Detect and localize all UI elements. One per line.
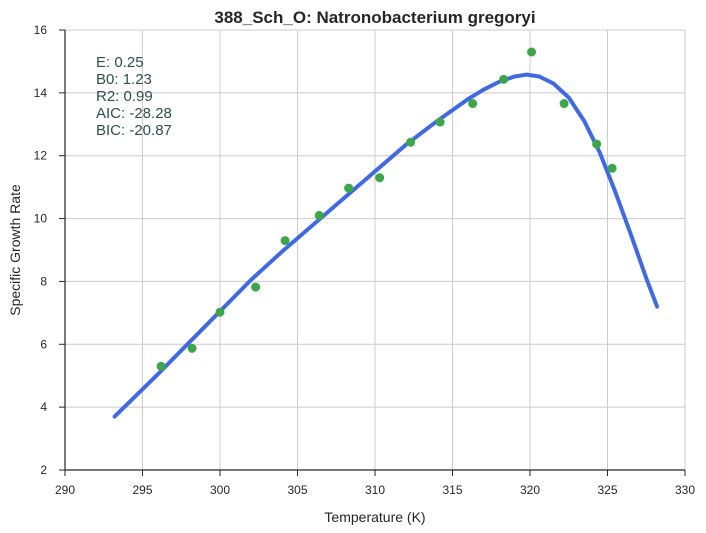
fit-stat: R2: 0.99	[96, 88, 153, 105]
data-point	[280, 236, 290, 246]
x-tick-label: 330	[675, 483, 695, 497]
y-tick-label: 10	[34, 212, 48, 226]
fit-stat-label: E:	[96, 54, 114, 71]
fit-stat-label: B0:	[96, 71, 123, 88]
fit-stat: E: 0.25	[96, 54, 144, 71]
data-point	[406, 137, 416, 147]
fit-stat-value: 1.23	[123, 71, 152, 88]
y-tick-label: 4	[40, 400, 47, 414]
x-tick-label: 305	[287, 483, 307, 497]
x-axis-label: Temperature (K)	[324, 509, 425, 525]
x-tick-label: 300	[210, 483, 230, 497]
chart-title: 388_Sch_O: Natronobacterium gregoryi	[214, 8, 535, 27]
x-tick-label: 315	[442, 483, 462, 497]
fit-stat: AIC: -28.28	[96, 105, 172, 122]
data-point	[527, 47, 537, 57]
data-point	[375, 173, 385, 183]
fit-stat-value: -20.87	[129, 122, 172, 139]
fit-stat-value: 0.99	[124, 88, 153, 105]
fit-stat-value: -28.28	[129, 105, 172, 122]
y-tick-label: 12	[34, 149, 48, 163]
fit-stat: BIC: -20.87	[96, 122, 172, 139]
data-point	[559, 99, 569, 109]
data-point	[215, 307, 225, 317]
data-point	[344, 183, 354, 193]
fit-stat-label: AIC:	[96, 105, 129, 122]
y-axis-label: Specific Growth Rate	[7, 184, 23, 316]
data-point	[499, 74, 509, 84]
data-point	[251, 282, 261, 292]
data-point	[435, 117, 445, 127]
fit-stat-value: 0.25	[114, 54, 143, 71]
data-point	[187, 343, 197, 353]
y-tick-label: 8	[40, 274, 47, 288]
data-point	[607, 163, 617, 173]
data-point	[592, 139, 602, 149]
data-point	[156, 361, 166, 371]
grid-layer	[65, 29, 686, 470]
data-point	[314, 210, 324, 220]
y-tick-label: 2	[40, 463, 47, 477]
fit-stat-label: BIC:	[96, 122, 129, 139]
series-layer	[112, 47, 660, 419]
x-tick-label: 325	[597, 483, 617, 497]
y-tick-label: 16	[34, 23, 48, 37]
data-point	[468, 99, 478, 109]
x-tick-label: 320	[520, 483, 540, 497]
fit-curve	[112, 72, 660, 419]
x-tick-label: 290	[55, 483, 75, 497]
fit-stat-label: R2:	[96, 88, 124, 105]
x-tick-label: 310	[365, 483, 385, 497]
y-tick-label: 6	[40, 337, 47, 351]
x-tick-label: 295	[132, 483, 152, 497]
y-tick-label: 14	[34, 86, 48, 100]
ticks-layer: 290 295 300 305 310 315 320 325 330 2 4 6 8 10 12 14 16	[34, 23, 696, 497]
fit-stat: B0: 1.23	[96, 71, 152, 88]
